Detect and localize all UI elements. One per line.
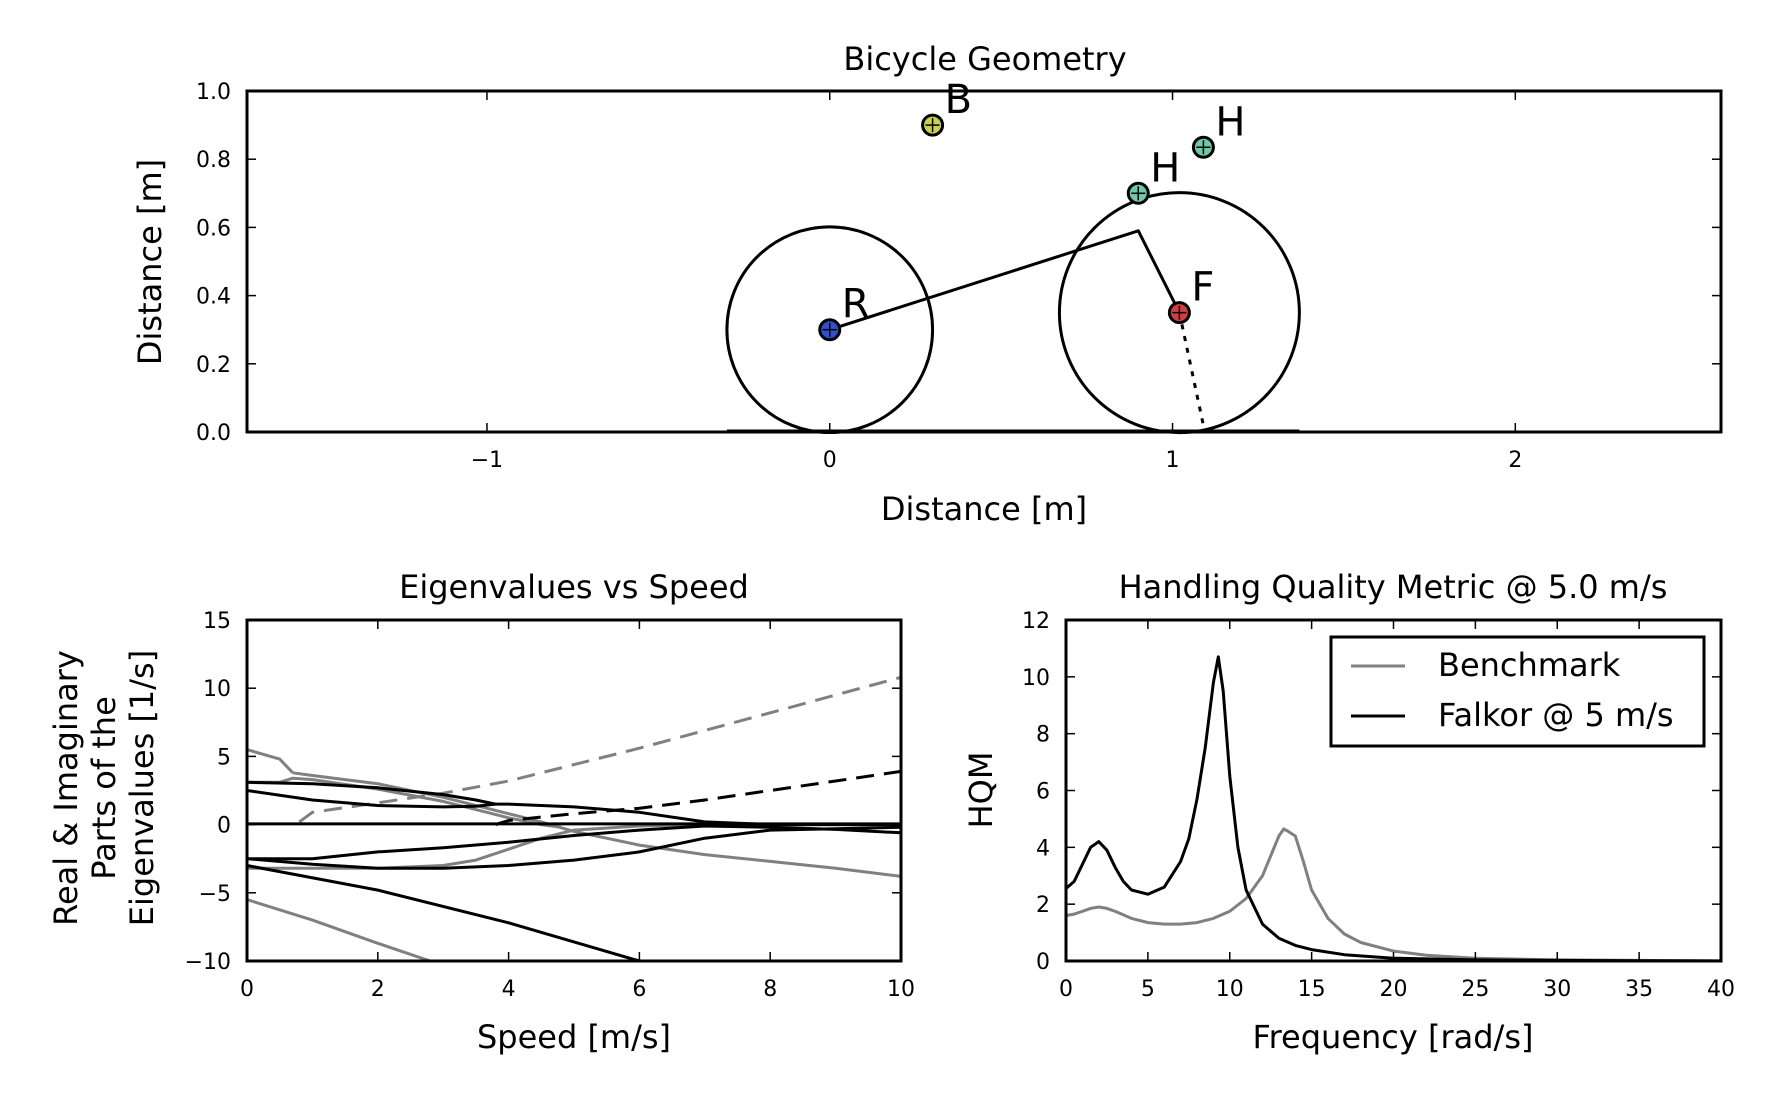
- hqm-series-0: [1065, 827, 1722, 963]
- eigen-series-11: [246, 864, 640, 963]
- front-wheel: [1057, 191, 1301, 435]
- geometry-content: R B HH F: [725, 77, 1301, 435]
- geometry-xtick-label: −1: [471, 448, 503, 473]
- geometry-xlabel: Distance [m]: [881, 490, 1087, 528]
- eigen-panel: Eigenvalues vs Speed 0 2 4 6 8 10−10−5051015 …: [47, 568, 915, 1056]
- geometry-ytick-label: 0.0: [196, 421, 231, 446]
- frame-line: [829, 229, 1181, 332]
- geometry-panel: Bicycle Geometry R B HH F −1 0 1 2 0.0 0.2 0.4 0.6…: [131, 40, 1723, 528]
- hqm-ytick-label: 8: [1036, 723, 1050, 748]
- steer-axis-line: [1177, 312, 1205, 426]
- eigen-series-9: [247, 824, 902, 861]
- point-label-H: H: [1150, 145, 1180, 191]
- eigen-plot-frame: [245, 618, 903, 963]
- hqm-xtick-label: 35: [1625, 977, 1653, 1002]
- eigen-xtick-label: 2: [371, 977, 385, 1002]
- rear-wheel: [725, 225, 935, 435]
- hqm-panel: Handling Quality Metric @ 5.0 m/s 0 5 10 15…: [962, 568, 1735, 1056]
- hqm-xtick-label: 15: [1298, 977, 1326, 1002]
- eigen-series-5: [298, 675, 902, 824]
- hqm-xtick-label: 10: [1216, 977, 1244, 1002]
- geometry-ytick-label: 0.8: [196, 148, 231, 173]
- eigen-ticks: 0 2 4 6 8 10 −10 −5 0 5 10 15: [185, 609, 915, 1002]
- eigen-content: [246, 675, 902, 963]
- hqm-xtick-label: 0: [1059, 977, 1073, 1002]
- eigen-xlabel: Speed [m/s]: [477, 1018, 671, 1056]
- hqm-title: Handling Quality Metric @ 5.0 m/s: [1119, 568, 1668, 606]
- eigen-series-6: [246, 780, 496, 806]
- hqm-ytick-label: 10: [1022, 666, 1050, 691]
- geometry-ticks: −1 0 1 2 0.0 0.2 0.4 0.6 0.8 1.0: [196, 80, 1721, 473]
- point-label-B: B: [945, 77, 972, 123]
- geometry-ytick-label: 0.2: [196, 353, 231, 378]
- eigen-ytick-label: 10: [203, 677, 231, 702]
- geometry-xtick-label: 1: [1166, 448, 1180, 473]
- hqm-xtick-label: 20: [1380, 977, 1408, 1002]
- eigen-xtick-label: 4: [502, 977, 516, 1002]
- eigen-series-7: [246, 789, 901, 827]
- eigen-ytick-label: −5: [199, 882, 231, 907]
- eigen-ytick-label: −10: [185, 950, 231, 975]
- geometry-ytick-label: 0.6: [196, 216, 231, 241]
- hqm-xtick-label: 5: [1141, 977, 1155, 1002]
- hqm-ytick-label: 6: [1036, 780, 1050, 805]
- eigen-series-12: [495, 769, 902, 827]
- eigen-series-2: [247, 776, 562, 829]
- eigen-title: Eigenvalues vs Speed: [399, 568, 749, 606]
- geometry-ytick-label: 0.4: [196, 285, 231, 310]
- hqm-ytick-label: 0: [1036, 950, 1050, 975]
- hqm-xtick-label: 25: [1461, 977, 1489, 1002]
- hqm-xtick-label: 40: [1707, 977, 1735, 1002]
- geometry-xtick-label: 2: [1508, 448, 1522, 473]
- hqm-xtick-label: 30: [1543, 977, 1571, 1002]
- eigen-xtick-label: 6: [632, 977, 646, 1002]
- geometry-ytick-label: 1.0: [196, 80, 231, 105]
- hqm-series-1: [1065, 655, 1722, 963]
- legend-label-falkor: Falkor @ 5 m/s: [1438, 696, 1674, 734]
- geometry-xtick-label: 0: [823, 448, 837, 473]
- eigen-ytick-label: 15: [203, 609, 231, 634]
- geometry-plot-frame: [245, 89, 1723, 434]
- geometry-ylabel: Distance [m]: [131, 159, 169, 365]
- hqm-ticks: 0 5 10 15 20 25 30 35 40 0 2 4 6 8 10 12: [1022, 609, 1735, 1002]
- hqm-legend: Benchmark Falkor @ 5 m/s: [1329, 635, 1706, 748]
- hqm-ylabel: HQM: [962, 752, 1000, 829]
- point-label-F: F: [1191, 265, 1214, 311]
- point-label-H: H: [1215, 99, 1245, 145]
- hqm-xlabel: Frequency [rad/s]: [1253, 1018, 1534, 1056]
- eigen-xtick-label: 0: [240, 977, 254, 1002]
- eigen-xtick-label: 8: [763, 977, 777, 1002]
- hqm-ytick-label: 12: [1022, 609, 1050, 634]
- hqm-ytick-label: 4: [1036, 836, 1050, 861]
- eigen-series-8: [246, 825, 902, 870]
- eigen-ytick-label: 0: [217, 814, 231, 839]
- eigen-ylabel-line-3: Eigenvalues [1/s]: [123, 650, 161, 926]
- geometry-title: Bicycle Geometry: [843, 40, 1126, 78]
- eigen-series-0: [246, 748, 294, 774]
- legend-label-benchmark: Benchmark: [1438, 646, 1621, 684]
- eigen-ylabel-line-1: Real & Imaginary: [47, 650, 85, 926]
- eigen-series-3: [247, 823, 901, 870]
- eigen-ylabel: Real & Imaginary Parts of the Eigenvalue…: [47, 650, 161, 926]
- hqm-content: [1065, 655, 1722, 963]
- eigen-series-4: [246, 898, 431, 963]
- point-label-R: R: [842, 282, 870, 328]
- eigen-xtick-label: 10: [887, 977, 915, 1002]
- hqm-ytick-label: 2: [1036, 893, 1050, 918]
- legend-box: [1329, 635, 1706, 748]
- eigen-ylabel-line-2: Parts of the: [85, 696, 123, 880]
- eigen-ytick-label: 5: [217, 745, 231, 770]
